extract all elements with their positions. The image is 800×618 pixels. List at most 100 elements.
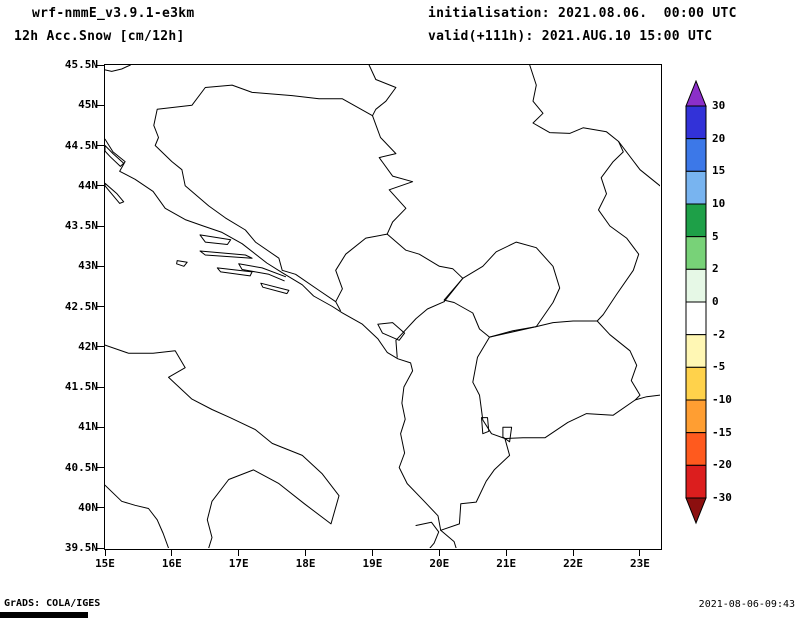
- lake-ohrid: [481, 417, 490, 435]
- lon-tick-label: 20E: [429, 557, 450, 570]
- product-title: 12h Acc.Snow [cm/12h]: [14, 29, 185, 44]
- border-croatia-bosnia: [153, 84, 373, 303]
- italy-tyrrhenian-coastline: [105, 484, 169, 548]
- lat-tick-label: 42.5N: [64, 299, 98, 313]
- island-pag: [105, 145, 125, 167]
- colorbar-segment: [685, 170, 707, 205]
- island-mljet: [260, 282, 290, 295]
- colorbar-segment: [685, 366, 707, 401]
- colorbar-segment: [685, 203, 707, 238]
- lat-tick-label: 42N: [78, 339, 98, 353]
- island-hvar: [199, 250, 253, 259]
- lat-tick-label: 41.5N: [64, 380, 98, 393]
- lon-tick-mark: [171, 549, 173, 556]
- colorbar-tick-label: 2: [712, 262, 719, 276]
- lon-tick-label: 23E: [630, 557, 650, 570]
- lat-tick-mark: [97, 467, 104, 468]
- colorbar-tick-label: 0: [712, 295, 719, 308]
- colorbar-tick-label: -10: [712, 393, 732, 406]
- lat-tick-label: 39.5N: [64, 541, 98, 554]
- colorbar-tick-label: 15: [712, 164, 726, 178]
- border-bosnia-montenegro: [335, 233, 388, 311]
- lat-tick-label: 40N: [78, 500, 98, 514]
- lon-tick-mark: [238, 549, 240, 556]
- lat-tick-label: 45N: [78, 98, 98, 112]
- lon-tick-mark: [438, 549, 440, 556]
- north-macedonia-boundary: [472, 320, 641, 439]
- lat-tick-label: 44.5N: [64, 138, 98, 152]
- grads-credit: GrADS: COLA/IGES: [4, 598, 101, 609]
- lon-tick-mark: [639, 549, 641, 556]
- colorbar-tick-label: -30: [712, 491, 732, 504]
- lat-tick-label: 41N: [78, 420, 98, 434]
- border-greece-bulgaria-east: [634, 394, 660, 401]
- lat-tick-mark: [97, 185, 104, 187]
- border-montenegro-serbia: [386, 233, 464, 279]
- colorbar-segment: [685, 464, 707, 499]
- lon-tick-mark: [305, 549, 307, 556]
- lat-tick-label: 43.5N: [64, 219, 98, 232]
- border-serbia-romania-bulgaria: [529, 65, 640, 322]
- colorbar-tick-label: 30: [712, 99, 726, 112]
- lon-tick-label: 21E: [496, 557, 517, 570]
- border-bosnia-serbia: [372, 115, 414, 235]
- lon-tick-label: 17E: [228, 557, 249, 570]
- colorbar-segment: [685, 138, 707, 172]
- lat-tick-mark: [97, 547, 104, 549]
- island-corfu: [415, 521, 440, 548]
- colorbar: [685, 80, 707, 525]
- lon-tick-mark: [371, 549, 373, 556]
- colorbar-segment: [685, 432, 707, 466]
- creation-timestamp: 2021-08-06-09:43: [698, 599, 795, 610]
- adriatic-east-coastline: [105, 138, 457, 548]
- lon-tick-label: 22E: [563, 557, 583, 570]
- lat-tick-mark: [97, 386, 104, 388]
- lat-tick-label: 40.5N: [64, 460, 98, 474]
- colorbar-tick-label: -5: [712, 360, 726, 374]
- kosovo-boundary: [443, 241, 561, 338]
- lon-tick-mark: [104, 549, 106, 556]
- island-brac: [199, 234, 232, 245]
- lon-tick-label: 16E: [161, 557, 182, 570]
- colorbar-tick-label: 20: [712, 131, 726, 145]
- lat-tick-mark: [97, 64, 104, 66]
- bottom-left-black-bar: [0, 612, 88, 618]
- lat-tick-mark: [97, 426, 104, 428]
- colorbar-tick-label: -20: [712, 458, 732, 472]
- colorbar-bottom-arrow: [685, 497, 707, 525]
- colorbar-segment: [685, 268, 707, 303]
- lat-tick-mark: [97, 507, 104, 509]
- island-korcula: [216, 267, 253, 277]
- lon-tick-label: 19E: [362, 557, 383, 570]
- border-croatia-serbia: [368, 65, 397, 117]
- initialisation-time-label: initialisation: 2021.08.06. 00:00 UTC: [428, 6, 737, 21]
- lon-tick-mark: [505, 549, 507, 556]
- colorbar-tick-label: -15: [712, 425, 732, 439]
- model-name-title: wrf-nmmE_v3.9.1-e3km: [32, 6, 195, 21]
- lon-tick-label: 15E: [95, 557, 115, 570]
- lat-tick-mark: [97, 346, 104, 348]
- colorbar-tick-label: 10: [712, 197, 726, 210]
- lon-tick-mark: [572, 549, 574, 556]
- lat-tick-label: 45.5N: [64, 58, 98, 71]
- border-albania-greece: [440, 438, 511, 531]
- lat-tick-mark: [97, 265, 104, 267]
- balkans-map: [105, 65, 660, 548]
- colorbar-segment: [685, 105, 707, 140]
- colorbar-top-arrow: [685, 80, 707, 107]
- lat-tick-mark: [97, 145, 104, 146]
- danube-romania-bulgaria: [618, 141, 660, 187]
- border-slovenia-croatia: [105, 65, 131, 72]
- lat-tick-mark: [97, 225, 104, 227]
- lat-tick-mark: [97, 306, 104, 307]
- island-vis: [176, 260, 188, 267]
- lake-prespa: [502, 426, 513, 443]
- lon-tick-label: 18E: [295, 557, 316, 570]
- colorbar-tick-label: 5: [712, 229, 719, 243]
- colorbar-segment: [685, 334, 707, 368]
- border-montenegro-albania: [395, 301, 445, 358]
- peljesac-peninsula: [238, 263, 286, 282]
- colorbar-tick-label: -2: [712, 327, 726, 341]
- lat-tick-label: 43N: [78, 259, 98, 273]
